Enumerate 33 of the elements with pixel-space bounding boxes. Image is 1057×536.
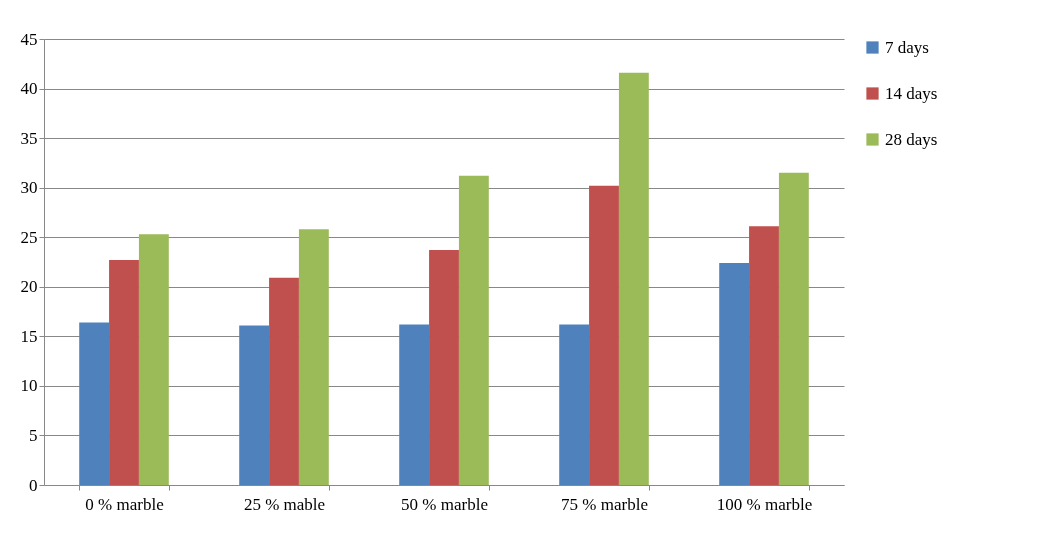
- bar: [138, 234, 169, 485]
- y-tick-label: 45: [20, 29, 38, 49]
- legend-label: 14 days: [885, 83, 938, 103]
- x-tick-label: 75 % marble: [561, 494, 648, 514]
- y-tick-label: 0: [29, 475, 38, 495]
- bar: [749, 226, 779, 485]
- bar: [589, 185, 619, 485]
- y-tick-label: 5: [29, 425, 38, 445]
- y-tick-label: 40: [20, 79, 38, 99]
- y-tick-label: 10: [20, 376, 38, 396]
- bar: [719, 262, 750, 485]
- bar: [399, 324, 430, 485]
- bar: [778, 172, 809, 485]
- y-tick-label: 30: [20, 178, 38, 198]
- y-tick-label: 35: [20, 128, 38, 148]
- bar: [298, 229, 329, 485]
- y-tick-label: 20: [20, 277, 38, 297]
- x-tick-label: 50 % marble: [401, 494, 488, 514]
- legend-label: 7 days: [885, 37, 929, 57]
- y-tick-label: 25: [20, 227, 38, 247]
- bar: [269, 277, 299, 485]
- bar: [79, 322, 110, 485]
- bar: [109, 260, 139, 485]
- bar: [559, 324, 590, 485]
- legend-label: 28 days: [885, 129, 938, 149]
- bar: [618, 72, 649, 485]
- bar: [458, 175, 489, 485]
- x-tick-label: 0 % marble: [85, 494, 164, 514]
- x-tick-label: 100 % marble: [716, 494, 813, 514]
- y-tick-label: 15: [20, 326, 38, 346]
- bar: [429, 250, 459, 485]
- x-tick-label: 25 % mable: [243, 494, 326, 514]
- bar: [239, 325, 270, 485]
